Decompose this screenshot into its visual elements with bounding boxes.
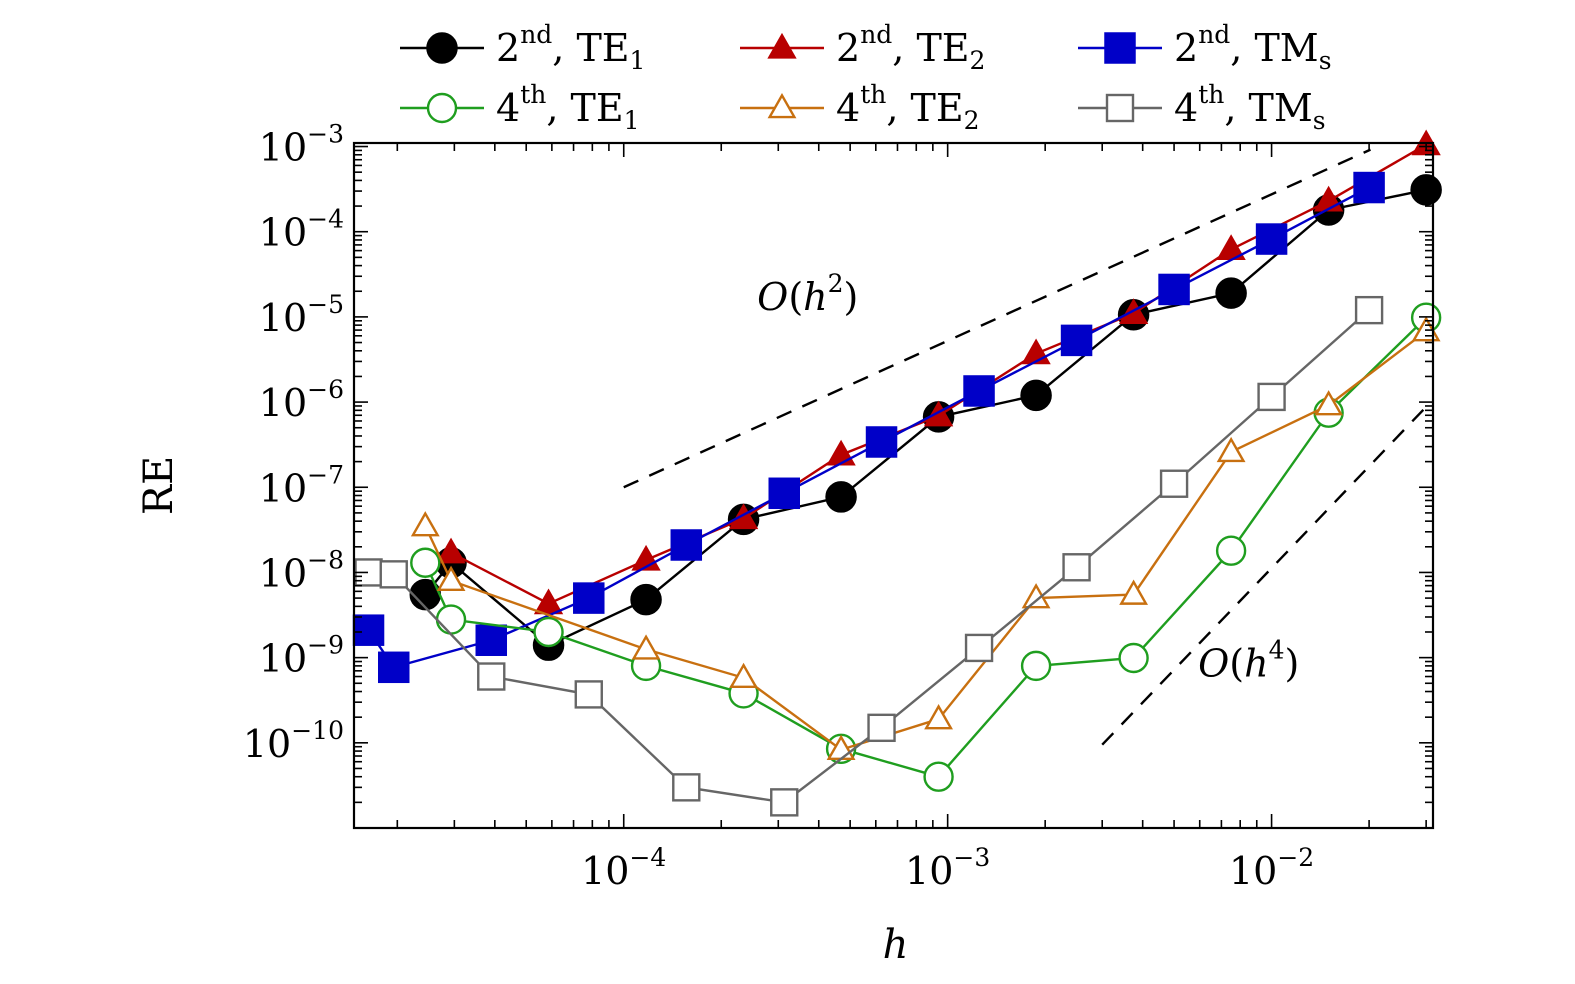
y-tick-label: 10−7 xyxy=(259,460,344,510)
data-point xyxy=(924,704,953,730)
data-point xyxy=(475,624,508,656)
data-point xyxy=(923,761,954,792)
series-layer xyxy=(352,129,1442,817)
data-point xyxy=(436,565,466,591)
data-point xyxy=(410,511,440,537)
series-6 xyxy=(354,295,1384,817)
data-point xyxy=(770,788,799,817)
y-tick-label: 10−9 xyxy=(259,631,344,681)
data-point xyxy=(963,375,995,407)
legend-entry: 2nd, TE2 xyxy=(740,20,985,75)
x-tick-label: 10−2 xyxy=(1229,843,1314,893)
data-point xyxy=(631,634,661,660)
y-tick-label: 10−10 xyxy=(243,716,344,766)
series-4 xyxy=(410,302,1442,792)
data-point xyxy=(1020,650,1052,682)
legend-marker xyxy=(767,32,797,59)
data-point xyxy=(768,477,800,510)
data-point xyxy=(1215,535,1247,566)
data-point xyxy=(533,616,564,648)
y-tick-label: 10−4 xyxy=(259,205,344,255)
data-point xyxy=(1062,553,1091,582)
legend-marker xyxy=(1105,93,1135,123)
legend-entry: 4th, TE2 xyxy=(740,80,980,135)
legend-label: 4th, TMs xyxy=(1174,80,1326,135)
data-point xyxy=(1215,277,1247,309)
data-point xyxy=(825,481,857,513)
reference-line xyxy=(623,148,1371,489)
legend-entry: 2nd, TE1 xyxy=(400,20,645,75)
x-tick-label: 10−3 xyxy=(905,843,990,893)
data-point xyxy=(1158,273,1190,306)
data-point xyxy=(352,614,385,646)
data-point xyxy=(1021,338,1051,365)
data-point xyxy=(923,400,954,427)
data-point xyxy=(1255,223,1288,255)
data-point xyxy=(1257,382,1286,412)
axes: 10−4 10−3 10−2 10−10 10−9 10−8 10−7 10−6 10−5 10−… xyxy=(136,120,1435,968)
data-point xyxy=(379,560,408,589)
data-point xyxy=(1119,579,1149,605)
data-point xyxy=(672,773,701,802)
legend-label: 4th, TE2 xyxy=(836,80,980,135)
data-point xyxy=(378,651,410,684)
legend-marker xyxy=(426,92,458,124)
legend-marker xyxy=(767,92,797,119)
data-point xyxy=(867,713,896,743)
data-point xyxy=(477,662,506,691)
reference-line-label: O(h2) xyxy=(757,269,858,319)
y-axis-label: RE xyxy=(136,456,182,515)
series-line xyxy=(367,186,1370,669)
data-point xyxy=(1060,324,1093,357)
legend-label: 4th, TE1 xyxy=(496,80,640,135)
x-axis-label: h xyxy=(883,922,909,968)
data-point xyxy=(670,529,703,561)
y-tick-label: 10−8 xyxy=(259,545,344,595)
reference-line-label: O(h4) xyxy=(1198,636,1299,686)
data-point xyxy=(826,439,856,466)
legend-label: 2nd, TE2 xyxy=(836,20,985,75)
reference-lines: O(h2) O(h4) xyxy=(623,148,1432,746)
data-point xyxy=(573,582,605,614)
x-tick-label: 10−4 xyxy=(581,843,666,893)
legend-entry: 4th, TE1 xyxy=(400,80,640,135)
data-point xyxy=(410,547,441,578)
data-point xyxy=(533,588,564,615)
y-tick-label: 10−5 xyxy=(259,290,344,340)
data-point xyxy=(1216,436,1246,463)
data-point xyxy=(728,503,759,530)
data-point xyxy=(964,633,994,663)
legend-marker xyxy=(426,32,458,64)
data-point xyxy=(630,583,662,616)
data-point xyxy=(1410,174,1442,206)
data-point xyxy=(1354,295,1384,325)
y-tick-label: 10−3 xyxy=(259,120,344,170)
data-point xyxy=(1314,390,1344,416)
plot-frame xyxy=(352,141,1435,830)
reference-line xyxy=(1101,401,1432,746)
legend-label: 2nd, TMs xyxy=(1174,20,1332,75)
series-line xyxy=(368,309,1370,804)
data-point xyxy=(1159,469,1189,498)
data-point xyxy=(1118,642,1149,674)
legend-label: 2nd, TE1 xyxy=(496,20,645,75)
data-point xyxy=(729,662,758,689)
data-point xyxy=(574,680,603,709)
data-point xyxy=(436,537,466,564)
series-line xyxy=(424,316,1427,779)
data-point xyxy=(435,604,467,635)
data-point xyxy=(1353,171,1385,204)
y-tick-label: 10−6 xyxy=(259,375,344,425)
series-2 xyxy=(436,129,1441,615)
data-point xyxy=(865,426,898,458)
data-point xyxy=(1021,583,1051,609)
series-line xyxy=(450,143,1427,606)
series-3 xyxy=(352,171,1385,684)
data-point xyxy=(1020,379,1052,412)
legend-marker xyxy=(1104,32,1136,64)
legend-entry: 2nd, TMs xyxy=(1078,20,1332,75)
legend-entry: 4th, TMs xyxy=(1078,80,1326,135)
legend: 2nd, TE1 2nd, TE2 2nd, TMs 4th, TE1 4th, TE2… xyxy=(400,20,1332,135)
